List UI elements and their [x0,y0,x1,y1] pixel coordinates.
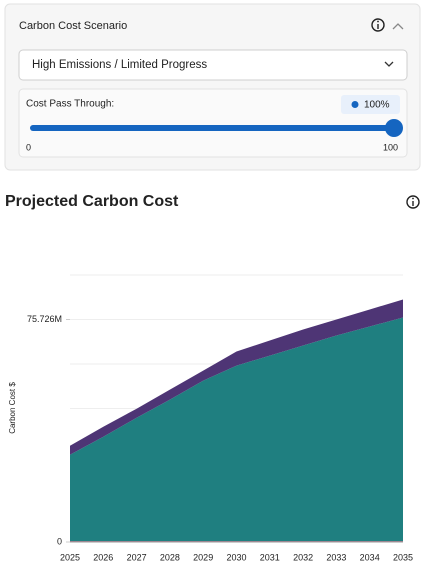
x-tick-label: 2031 [260,552,280,562]
x-tick-label: 2030 [226,552,246,562]
x-tick-label: 2028 [160,552,180,562]
slider-max: 100 [383,142,398,152]
x-tick-label: 2027 [127,552,147,562]
panel-title: Carbon Cost Scenario [19,20,127,32]
y-tick-label: 0 [57,536,62,546]
scenario-dropdown[interactable] [18,49,408,81]
dropdown-chevron [384,61,394,67]
x-tick-label: 2029 [193,552,213,562]
area-series [70,299,403,455]
y-axis-label: Carbon Cost $ [8,382,17,434]
collapse-chevron[interactable] [392,23,404,30]
x-tick-label: 2025 [60,552,80,562]
area-series [70,317,403,542]
slider-label: Cost Pass Through: [26,99,114,110]
slider-box [18,88,408,158]
info-icon[interactable] [371,18,385,32]
x-tick-label: 2032 [293,552,313,562]
dropdown-value: High Emissions / Limited Progress [32,59,207,71]
chart-info-icon[interactable] [406,195,420,209]
value-badge [341,95,400,114]
x-tick-label: 2034 [360,552,380,562]
y-tick-label: 75.726M [27,314,62,324]
slider-min: 0 [26,142,31,152]
x-tick-label: 2026 [93,552,113,562]
slider-knob[interactable] [385,119,403,137]
badge-text: 100% [364,100,390,111]
badge-dot [351,101,359,108]
chart-title: Projected Carbon Cost [5,193,179,210]
x-tick-label: 2033 [326,552,346,562]
x-tick-label: 2035 [393,552,413,562]
